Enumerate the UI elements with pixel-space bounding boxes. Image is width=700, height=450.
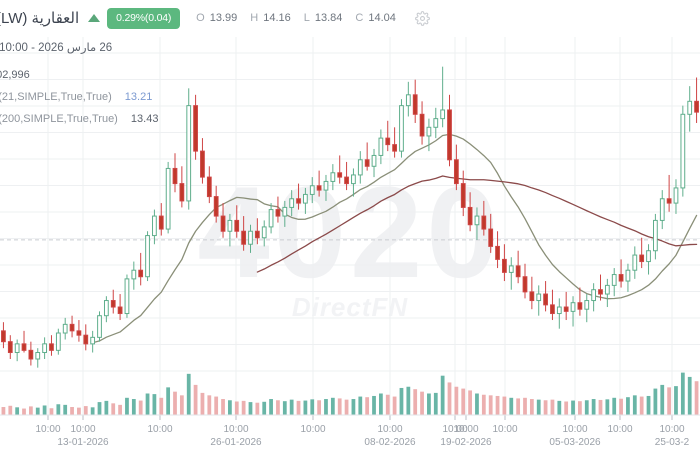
axis-time-label: 10:00 <box>70 424 96 435</box>
ohlc-values: O 13.99 H 14.16 L 13.84 C 14.04 <box>196 10 430 26</box>
axis-time-label: 10:00 <box>377 424 403 435</box>
ohlc-val-high: 14.16 <box>263 12 291 24</box>
ohlc-val-low: 13.84 <box>314 12 343 24</box>
ohlc-key-close: C <box>355 12 364 24</box>
axis-date-label: 13-01-2026 <box>57 437 109 448</box>
ma-fast-label: ge(21,SIMPLE,True,True) <box>0 91 112 103</box>
chart-header: العقارية (WL) 0.29%(0.04) O 13.99 H 14.1… <box>0 0 700 37</box>
volume-legend[interactable]: 602,996 <box>0 68 158 82</box>
axis-date-label: 08-02-2026 <box>364 437 416 448</box>
axis-time-label: 10:00 <box>35 424 61 435</box>
axis-time-label: 10:00 <box>453 424 479 435</box>
ohlc-key-low: L <box>303 12 310 24</box>
axis-time-label: 10:00 <box>147 424 173 435</box>
axis-date-label: 19-02-2026 <box>440 437 492 448</box>
chart-datetime-text: 26 مارس 2026 - 10:00 ص <box>0 42 113 54</box>
ohlc-val-close: 14.04 <box>368 12 396 24</box>
triangle-up-icon <box>88 14 101 22</box>
axis-date-label: 05-03-2026 <box>549 437 601 448</box>
symbol-name[interactable]: العقارية (WL) <box>0 10 80 27</box>
chart-datetime: 26 مارس 2026 - 10:00 ص <box>0 40 700 60</box>
ohlc-key-high: H <box>250 12 259 24</box>
ma-slow-label: ge(200,SIMPLE,True,True) <box>0 113 118 125</box>
gear-icon[interactable] <box>415 10 430 26</box>
volume-legend-value: 602,996 <box>0 69 30 81</box>
change-badge: 0.29%(0.04) <box>107 7 181 29</box>
ohlc-key-open: O <box>196 12 205 24</box>
axis-time-label: 10:00 <box>442 424 468 435</box>
ma-fast-value: 13.21 <box>124 91 153 103</box>
ma-slow-value: 13.43 <box>130 113 159 125</box>
axis-time-label: 10:00 <box>300 424 326 435</box>
ma-fast-legend[interactable]: ge(21,SIMPLE,True,True) 13.21 <box>0 90 158 104</box>
axis-time-label: 10:00 <box>492 424 518 435</box>
axis-time-label: 10:00 <box>607 424 633 435</box>
ohlc-val-open: 13.99 <box>209 12 238 24</box>
axis-time-label: 10:00 <box>562 424 588 435</box>
ma-slow-legend[interactable]: ge(200,SIMPLE,True,True) 13.43 <box>0 112 158 126</box>
indicator-legend: 602,996 ge(21,SIMPLE,True,True) 13.21 ge… <box>0 68 158 134</box>
axis-time-label: 10:00 <box>659 424 685 435</box>
axis-time-label: 10:00 <box>223 424 249 435</box>
axis-date-label: 25-03-2 <box>654 437 690 448</box>
axis-date-label: 26-01-2026 <box>210 437 262 448</box>
